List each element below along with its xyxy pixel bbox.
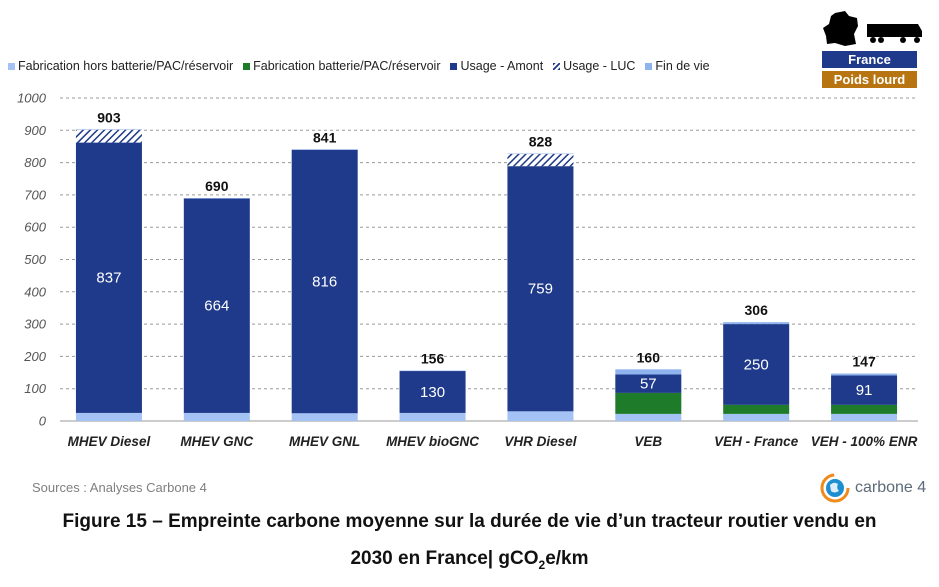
legend-label: Fabrication hors batterie/PAC/réservoir: [18, 59, 234, 73]
segment-value-label: 57: [640, 376, 657, 393]
total-label: 828: [529, 134, 553, 150]
carbone4-globe-icon: [820, 473, 850, 503]
bar-segment: [831, 375, 898, 405]
y-tick-label: 700: [24, 187, 46, 202]
segment-value-label: 816: [312, 273, 337, 290]
bar-segment: [615, 413, 682, 421]
legend-item: Fin de vie: [645, 59, 710, 73]
y-tick-label: 900: [24, 123, 46, 138]
legend-item: Fabrication hors batterie/PAC/réservoir: [8, 59, 233, 73]
legend-label: Fabrication batterie/PAC/réservoir: [253, 59, 441, 73]
france-truck-icon: [823, 11, 922, 46]
total-label: 147: [852, 354, 876, 370]
legend-item: Fabrication batterie/PAC/réservoir: [243, 59, 440, 73]
figure-caption-line1: Figure 15 – Empreinte carbone moyenne su…: [62, 511, 877, 532]
chart-legend: Fabrication hors batterie/PAC/réservoir …: [8, 59, 710, 73]
x-tick-label: VEB: [634, 434, 662, 449]
segment-value-label: 130: [420, 384, 445, 401]
bar-segment: [507, 153, 574, 167]
legend-swatch: [243, 62, 251, 70]
bar-segment: [831, 404, 898, 414]
total-label: 903: [97, 109, 121, 125]
caption-text: e/km: [545, 548, 589, 569]
bar-segment: [399, 370, 466, 372]
vehicle-badge: Poids lourd: [822, 71, 917, 88]
y-tick-label: 500: [24, 252, 46, 267]
bar-segment: [615, 374, 682, 393]
bar-segment: [507, 411, 574, 421]
caption-subscript: 2: [538, 557, 546, 572]
legend-label: Usage - Amont: [460, 59, 544, 73]
bar-segment: [291, 149, 358, 150]
bar-segment: [75, 129, 142, 130]
y-tick-label: 400: [24, 284, 46, 299]
y-tick-label: 200: [23, 349, 46, 364]
total-label: 841: [313, 129, 337, 145]
legend-swatch: [645, 62, 653, 70]
total-label: 690: [205, 178, 229, 194]
carbone4-logo: carbone 4: [820, 473, 926, 503]
figure-caption-line2: 2030 en France| gCO2e/km: [0, 548, 939, 572]
stacked-bar-chart: 0 100 200 300 400 500 600 700 800 900 1000 903 837 M…: [17, 91, 918, 449]
total-label: 156: [421, 351, 445, 367]
bar-segment: [507, 166, 574, 412]
legend-swatch: [450, 62, 458, 70]
caption-text: 2030 en France| gCO: [350, 548, 539, 569]
x-tick-label: MHEV Diesel: [68, 434, 151, 449]
bar-segment: [75, 412, 142, 421]
y-tick-label: 800: [24, 155, 46, 170]
legend-label: Fin de vie: [655, 59, 710, 73]
brand-name: carbone 4: [855, 479, 927, 496]
segment-value-label: 837: [96, 270, 121, 287]
legend-swatch: [8, 62, 15, 70]
bar-segment: [723, 324, 790, 405]
y-tick-label: 100: [24, 381, 46, 396]
segment-value-label: 91: [856, 382, 873, 399]
bar-segment: [399, 370, 466, 413]
bar-segment: [723, 404, 790, 414]
x-tick-label: MHEV bioGNC: [386, 434, 479, 449]
bar-segment: [183, 198, 250, 199]
bar-segment: [399, 412, 466, 421]
bar-segment: [507, 153, 574, 155]
x-tick-label: VEH - France: [714, 434, 799, 449]
bar-segment: [615, 392, 682, 414]
legend-label: Usage - LUC: [563, 59, 636, 73]
x-tick-label: MHEV GNC: [180, 434, 253, 449]
legend-item: Usage - Amont: [450, 59, 543, 73]
y-tick-label: 600: [24, 220, 46, 235]
bar-segment: [831, 373, 898, 376]
country-badge: France: [822, 51, 917, 68]
bar-segment: [291, 413, 358, 421]
y-tick-label: 1000: [17, 91, 47, 106]
x-tick-label: VHR Diesel: [504, 434, 576, 449]
bar-segment: [183, 198, 250, 413]
bar-segment: [831, 413, 898, 421]
segment-value-label: 250: [744, 356, 769, 373]
total-label: 160: [637, 349, 661, 365]
bar-segment: [183, 412, 250, 421]
bar-segment: [291, 149, 358, 414]
y-tick-label: 0: [39, 414, 47, 429]
y-tick-label: 300: [24, 317, 46, 332]
segment-value-label: 664: [204, 298, 229, 315]
source-note: Sources : Analyses Carbone 4: [32, 480, 207, 495]
legend-swatch-hatched: [553, 62, 561, 70]
bar-segment: [75, 129, 142, 143]
bar-segment: [723, 322, 790, 325]
legend-item: Usage - LUC: [553, 59, 635, 73]
segment-value-label: 759: [528, 281, 553, 298]
total-label: 306: [745, 302, 769, 318]
x-tick-label: VEH - 100% ENR: [811, 434, 918, 449]
bar-segment: [75, 142, 142, 413]
x-tick-label: MHEV GNL: [289, 434, 360, 449]
bar-segment: [723, 413, 790, 421]
bar-segment: [615, 369, 682, 375]
